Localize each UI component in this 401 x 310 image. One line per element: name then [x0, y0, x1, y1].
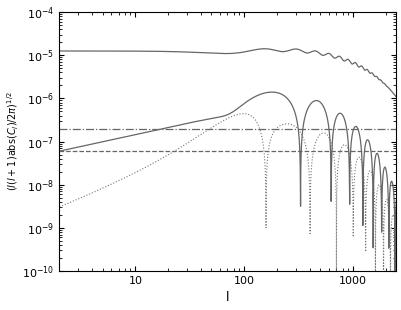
X-axis label: l: l [226, 291, 229, 304]
Y-axis label: $(l(l+1)\mathrm{abs}(C_l)/2\pi)^{1/2}$: $(l(l+1)\mathrm{abs}(C_l)/2\pi)^{1/2}$ [6, 92, 21, 192]
